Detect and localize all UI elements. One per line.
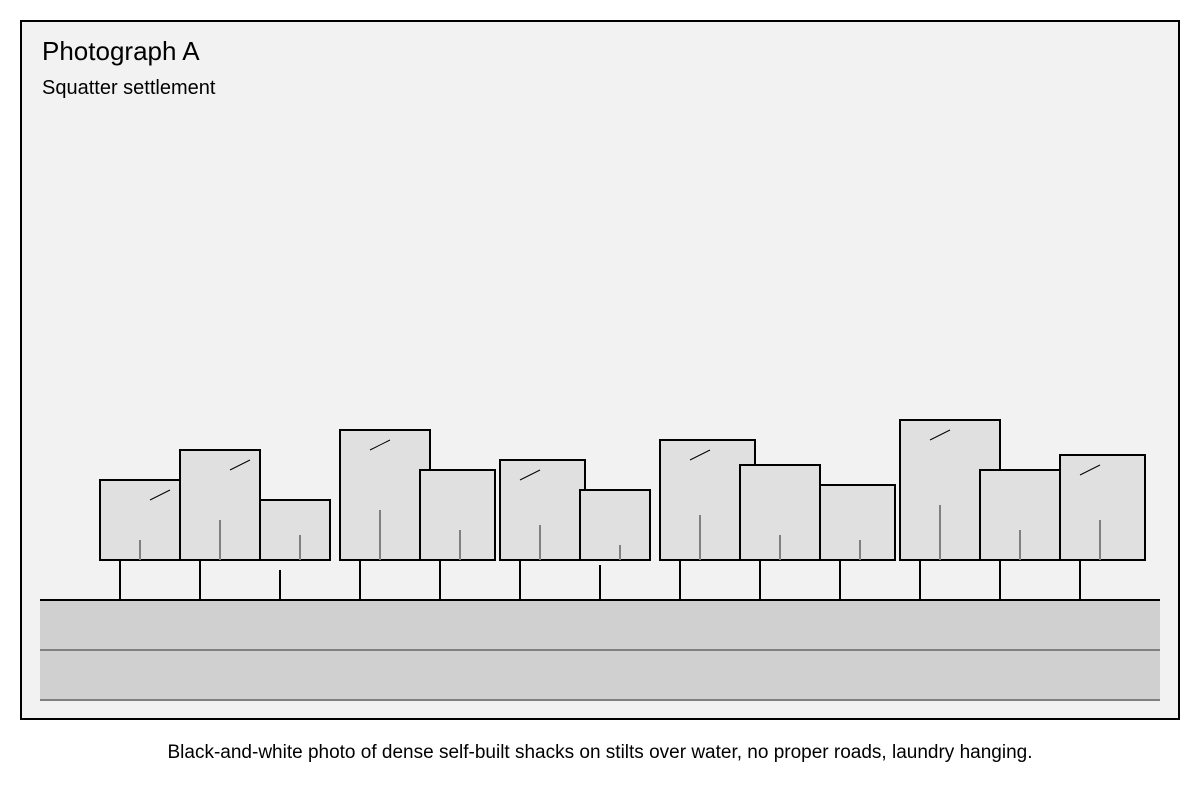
photograph-title: Photograph A	[42, 36, 200, 66]
water-area	[40, 599, 1160, 701]
shack	[339, 429, 431, 561]
stilts	[119, 560, 1081, 600]
photograph-subtitle: Squatter settlement	[42, 77, 216, 99]
shack	[419, 469, 496, 561]
shack	[259, 499, 331, 561]
laundry-line	[149, 489, 171, 501]
laundry-line	[689, 449, 711, 461]
shacks	[99, 419, 1146, 561]
laundry-line	[369, 439, 391, 451]
shack-door-posts	[139, 505, 1101, 560]
laundry-line	[229, 459, 251, 471]
shack	[579, 489, 651, 561]
laundry-line	[519, 469, 541, 481]
shack	[499, 459, 586, 561]
laundry-line	[929, 429, 951, 441]
shack	[819, 484, 896, 561]
laundry-line	[1079, 464, 1101, 476]
laundry-lines	[149, 429, 1101, 501]
photograph-caption: Black-and-white photo of dense self-buil…	[167, 742, 1033, 763]
shack	[1059, 454, 1146, 561]
